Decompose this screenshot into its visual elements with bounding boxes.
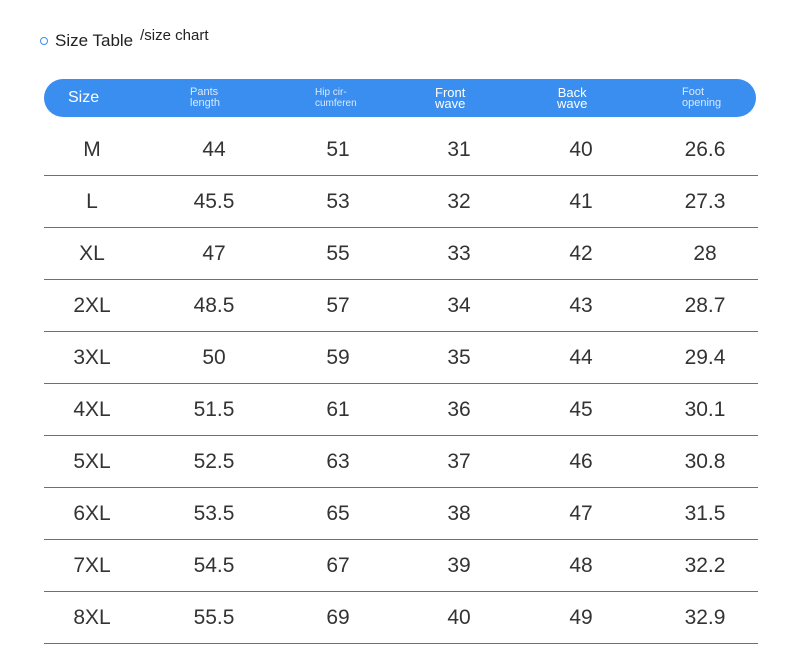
header-pants-length-line1: Pants <box>190 86 219 98</box>
table-row: 7XL 54.5 67 39 48 32.2 <box>44 540 758 592</box>
cell-hip: 69 <box>326 606 350 629</box>
cell-foot-opening: 32.9 <box>684 606 726 629</box>
cell-back-wave: 48 <box>569 554 593 577</box>
cell-hip: 65 <box>326 502 350 525</box>
header-size: Size <box>68 89 100 106</box>
page-title: Size Table <box>55 31 134 50</box>
table-row: 4XL 51.5 61 36 45 30.1 <box>44 384 758 436</box>
header-pants-length-line2: length <box>190 97 220 109</box>
cell-pants-length: 50 <box>202 346 226 369</box>
cell-back-wave: 43 <box>569 294 593 317</box>
table-row: 2XL 48.5 57 34 43 28.7 <box>44 280 758 332</box>
cell-hip: 51 <box>326 138 350 161</box>
cell-pants-length: 45.5 <box>193 190 235 213</box>
cell-size: 3XL <box>73 346 111 369</box>
cell-front-wave: 32 <box>447 190 471 213</box>
cell-size: 5XL <box>73 450 111 473</box>
table-header: Size Pants length Hip cir- cumferen Fron… <box>44 79 756 117</box>
cell-size: M <box>83 138 101 161</box>
page-subtitle: /size chart <box>140 27 209 44</box>
table-row: M 44 51 31 40 26.6 <box>44 124 758 176</box>
table-row: 3XL 50 59 35 44 29.4 <box>44 332 758 384</box>
table-row: XL 47 55 33 42 28 <box>44 228 758 280</box>
cell-back-wave: 44 <box>569 346 593 369</box>
cell-pants-length: 44 <box>202 138 226 161</box>
header-foot-opening-line1: Foot <box>682 86 705 98</box>
header-front-wave-line1: Front <box>435 85 466 100</box>
cell-size: 2XL <box>73 294 111 317</box>
cell-front-wave: 36 <box>447 398 471 421</box>
cell-foot-opening: 27.3 <box>684 190 726 213</box>
cell-back-wave: 49 <box>569 606 593 629</box>
header-foot-opening: Foot opening <box>682 79 721 117</box>
cell-size: 4XL <box>73 398 111 421</box>
header-hip-line1: Hip cir- <box>315 87 347 98</box>
cell-back-wave: 41 <box>569 190 593 213</box>
header-back-wave: Back wave <box>557 79 587 117</box>
header-pants-length: Pants length <box>190 79 220 117</box>
cell-front-wave: 33 <box>447 242 471 265</box>
cell-pants-length: 52.5 <box>193 450 235 473</box>
header-front-wave: Front wave <box>435 79 465 117</box>
cell-pants-length: 47 <box>202 242 226 265</box>
cell-front-wave: 37 <box>447 450 471 473</box>
cell-hip: 67 <box>326 554 350 577</box>
bullet-circle-icon <box>40 37 48 45</box>
cell-hip: 59 <box>326 346 350 369</box>
table-row: L 45.5 53 32 41 27.3 <box>44 176 758 228</box>
header-foot-opening-line2: opening <box>682 97 722 109</box>
cell-pants-length: 51.5 <box>193 398 235 421</box>
cell-back-wave: 46 <box>569 450 593 473</box>
header-front-wave-line2: wave <box>435 96 466 111</box>
title-row: Size Table /size chart <box>40 26 209 51</box>
cell-foot-opening: 28 <box>693 242 717 265</box>
header-hip-line2: cumferen <box>315 98 357 109</box>
cell-size: XL <box>79 242 105 265</box>
cell-pants-length: 53.5 <box>193 502 235 525</box>
cell-front-wave: 34 <box>447 294 471 317</box>
cell-front-wave: 35 <box>447 346 471 369</box>
cell-foot-opening: 28.7 <box>684 294 726 317</box>
cell-back-wave: 47 <box>569 502 593 525</box>
cell-pants-length: 54.5 <box>193 554 235 577</box>
cell-foot-opening: 26.6 <box>684 138 726 161</box>
table-row: 6XL 53.5 65 38 47 31.5 <box>44 488 758 540</box>
table-row: 8XL 55.5 69 40 49 32.9 <box>44 592 758 644</box>
header-back-wave-line2: wave <box>557 96 588 111</box>
cell-foot-opening: 32.2 <box>684 554 726 577</box>
table-row: 5XL 52.5 63 37 46 30.8 <box>44 436 758 488</box>
cell-front-wave: 38 <box>447 502 471 525</box>
cell-foot-opening: 30.1 <box>684 398 726 421</box>
header-hip: Hip cir- cumferen <box>315 79 357 117</box>
cell-back-wave: 40 <box>569 138 593 161</box>
cell-foot-opening: 30.8 <box>684 450 726 473</box>
cell-front-wave: 39 <box>447 554 471 577</box>
cell-size: 7XL <box>73 554 111 577</box>
size-table: M 44 51 31 40 26.6 L 45.5 53 32 41 27.3 XL 47 55 33 42 28… <box>44 124 758 644</box>
cell-hip: 57 <box>326 294 350 317</box>
cell-hip: 53 <box>326 190 350 213</box>
cell-back-wave: 42 <box>569 242 593 265</box>
cell-hip: 61 <box>326 398 350 421</box>
cell-hip: 63 <box>326 450 350 473</box>
cell-foot-opening: 29.4 <box>684 346 726 369</box>
cell-foot-opening: 31.5 <box>684 502 726 525</box>
cell-size: L <box>86 190 98 213</box>
header-back-wave-line1: Back <box>557 85 587 100</box>
cell-front-wave: 31 <box>447 138 471 161</box>
cell-size: 6XL <box>73 502 111 525</box>
cell-pants-length: 55.5 <box>193 606 235 629</box>
cell-hip: 55 <box>326 242 350 265</box>
cell-front-wave: 40 <box>447 606 471 629</box>
cell-size: 8XL <box>73 606 111 629</box>
cell-pants-length: 48.5 <box>193 294 235 317</box>
cell-back-wave: 45 <box>569 398 593 421</box>
